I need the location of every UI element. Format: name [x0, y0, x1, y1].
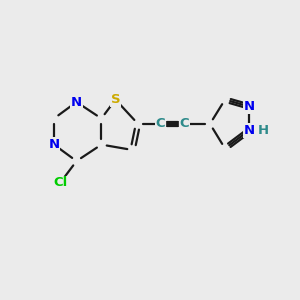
Text: N: N [71, 95, 82, 109]
Text: H: H [258, 124, 269, 137]
Text: N: N [243, 100, 255, 113]
Text: H: H [258, 124, 269, 137]
Text: N: N [48, 138, 60, 151]
Text: C: C [180, 117, 189, 130]
Text: C: C [156, 117, 165, 130]
Text: Cl: Cl [53, 176, 67, 190]
Text: N: N [243, 124, 255, 137]
Text: S: S [111, 93, 120, 106]
